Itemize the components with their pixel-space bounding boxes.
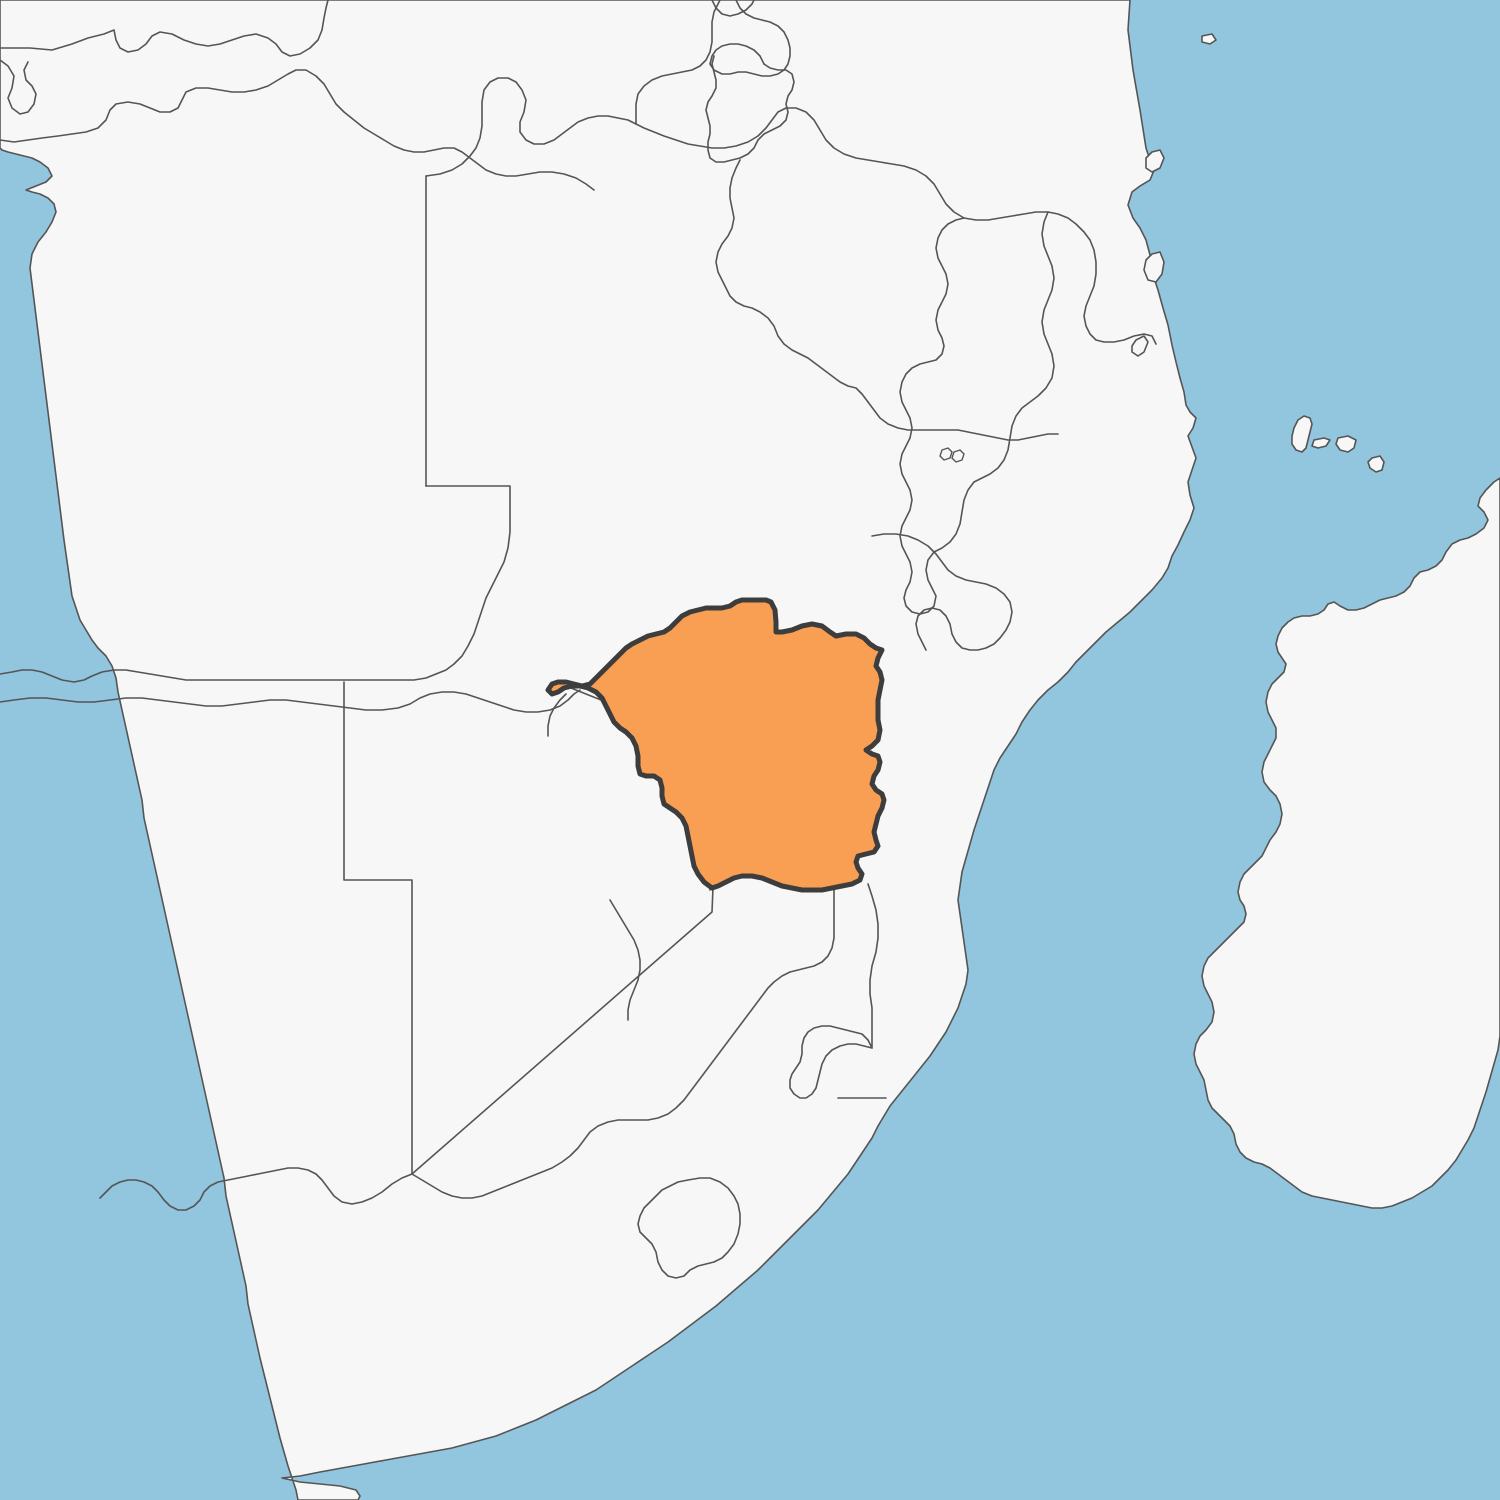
border-namibia-botswana (343, 681, 413, 1175)
lake-island-chizumulu (951, 449, 965, 463)
border-mozambique-zambia (867, 401, 1059, 441)
comoros-island-grande-comore (1291, 415, 1313, 453)
border-namibia-southafrica (99, 1167, 413, 1211)
border-angola-zambia-south (0, 485, 511, 683)
zanzibar-island (1143, 251, 1165, 283)
border-zambia-drc (425, 0, 721, 177)
border-burundi (705, 55, 795, 163)
border-mozambique-southafrica (867, 883, 879, 1049)
border-rwanda (711, 0, 755, 17)
mafia-island (1131, 335, 1149, 357)
border-zambia-tanzania (635, 107, 1157, 345)
comoros-island-moheli (1311, 437, 1331, 449)
border-lake-tanganyika (715, 159, 869, 403)
border-malawi (899, 211, 1055, 615)
lake-island-likoma (939, 447, 953, 461)
border-drc-angola (0, 69, 595, 191)
highlighted-country-zimbabwe[interactable] (545, 597, 887, 893)
madagascar-island (1193, 477, 1500, 1209)
comoros-island-mayotte (1367, 455, 1385, 473)
border-caprivi-strip (0, 689, 581, 713)
border-eswatini (789, 1025, 873, 1099)
border-congo-drc (0, 0, 329, 57)
border-mozambique-west (871, 533, 1013, 651)
small-coastal-island (1201, 33, 1217, 45)
border-drc-western (0, 59, 37, 115)
border-lesotho (637, 1177, 741, 1279)
comoros-island-anjouan (1335, 435, 1357, 453)
border-southafrica-inland (609, 899, 641, 1021)
pemba-island (1145, 149, 1165, 173)
border-botswana-zimbabwe-west (547, 693, 567, 737)
africa-landmass (0, 0, 1197, 1500)
border-rwanda-outline (709, 0, 791, 77)
